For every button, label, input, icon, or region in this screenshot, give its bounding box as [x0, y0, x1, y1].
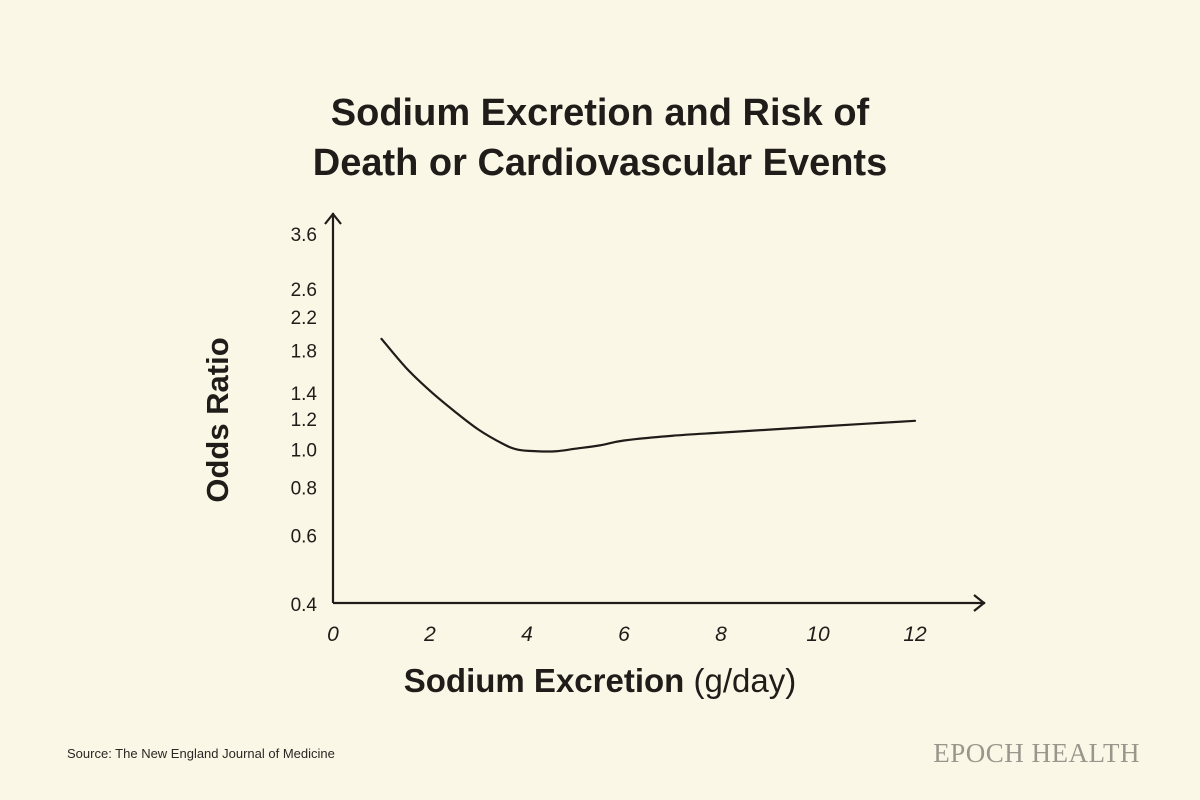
- x-tick-label: 0: [327, 623, 339, 646]
- y-tick-label: 1.4: [291, 384, 318, 405]
- chart-title-line-2: Death or Cardiovascular Events: [312, 142, 888, 184]
- y-tick-label: 2.2: [291, 308, 317, 329]
- x-tick-labels: 0 2 4 6 8 10 12: [327, 623, 927, 646]
- x-tick-label: 2: [423, 623, 436, 646]
- x-axis-label-text: Sodium Excretion: [403, 662, 685, 699]
- chart-title: Sodium Excretion and Risk of Death or Ca…: [0, 88, 1200, 188]
- y-axis-arrow: [324, 212, 342, 225]
- x-axis-label-unit: (g/day): [693, 662, 797, 699]
- x-tick-label: 12: [903, 623, 927, 646]
- x-axis-label: Sodium Excretion (g/day): [0, 662, 1200, 700]
- x-axis-arrow: [973, 594, 986, 612]
- y-tick-label: 1.2: [291, 410, 317, 431]
- series-group: [380, 337, 917, 453]
- y-tick-labels: 0.4 0.6 0.8 1.0 1.2 1.4 1.8 2.2 2.6 3.6: [291, 225, 318, 616]
- x-tick-label: 10: [806, 623, 830, 646]
- y-tick-label: 0.4: [291, 595, 318, 616]
- y-tick-label: 1.8: [291, 342, 317, 363]
- x-tick-label: 6: [618, 623, 630, 646]
- y-tick-label: 2.6: [291, 280, 317, 301]
- y-tick-label: 3.6: [291, 225, 317, 246]
- source-note: Source: The New England Journal of Medic…: [67, 746, 335, 761]
- y-tick-label: 1.0: [291, 441, 317, 462]
- x-tick-label: 8: [715, 623, 727, 646]
- y-tick-label: 0.8: [291, 478, 317, 499]
- x-tick-label: 4: [521, 623, 533, 646]
- series-line: [380, 337, 917, 453]
- chart-title-line-1: Sodium Excretion and Risk of: [330, 92, 870, 134]
- y-tick-label: 0.6: [291, 527, 317, 548]
- axes: [324, 212, 986, 612]
- brand-logo: EPOCH HEALTH: [933, 738, 1140, 768]
- y-axis-label: Odds Ratio: [200, 337, 235, 503]
